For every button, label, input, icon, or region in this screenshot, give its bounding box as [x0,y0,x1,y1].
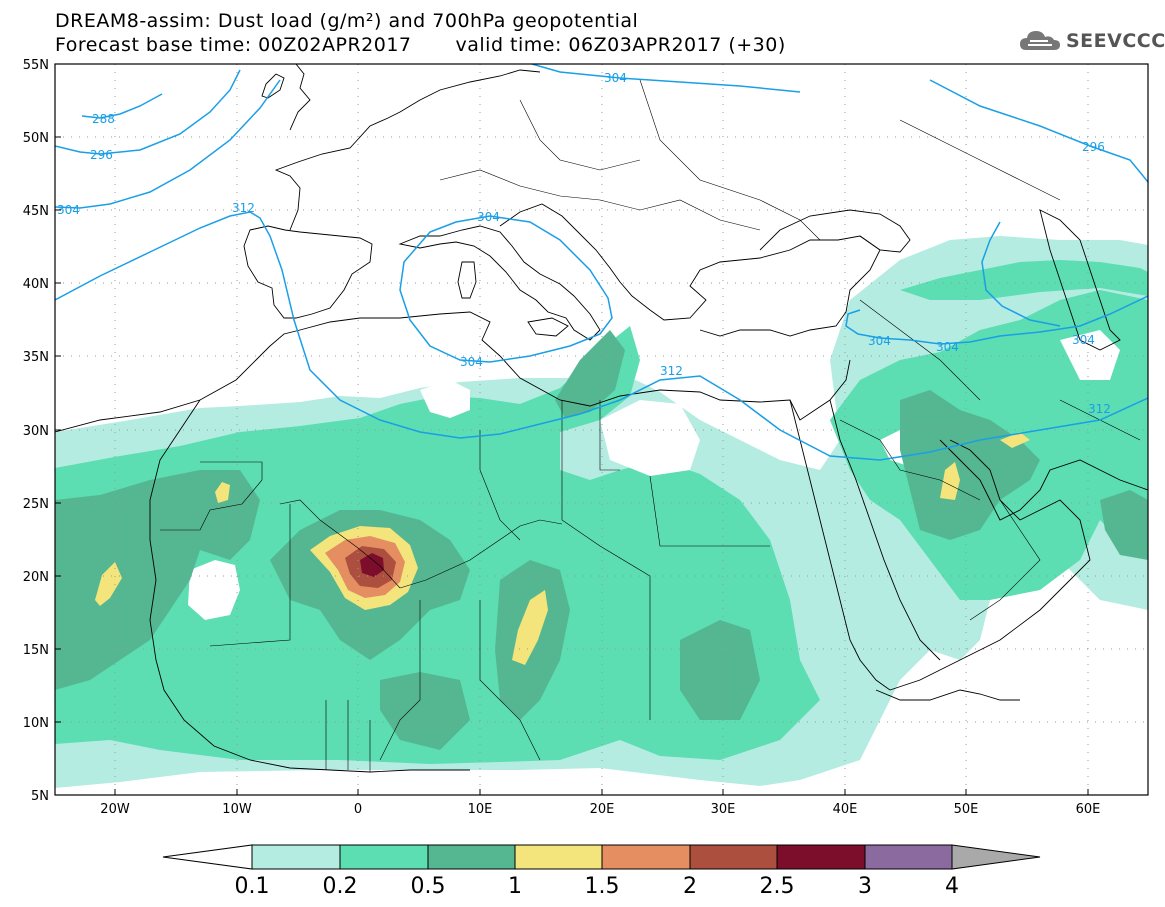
sicily [527,317,569,337]
colorbar-label: 1 [508,874,522,899]
contour-312-west [55,211,1148,461]
cloud-icon [1020,31,1060,50]
y-tick-label: 20N [23,570,49,585]
x-tick-label: 60E [1076,802,1101,817]
x-tick-label: 30E [711,802,736,817]
contour-label: 312 [232,201,255,215]
contour-label: 296 [90,148,113,162]
base-time-label: Forecast base time: 00Z02APR2017 [55,34,412,56]
x-tick-label: 40E [833,802,858,817]
contour-label: 304 [604,71,627,85]
contour-304-med [399,215,613,363]
contour-labels: 288 296 304 312 304 304 312 304 304 304 … [57,71,1111,416]
borders [160,79,1141,772]
iberia-coast [243,225,373,319]
colorbar-label: 0.2 [323,874,358,899]
colorbar-swatch [776,844,866,870]
black-sea [759,209,911,253]
contour-label: 304 [477,210,500,224]
contour-label: 304 [1072,333,1095,347]
gulf-coast [939,439,1148,521]
contour-label: 312 [660,364,683,378]
colorbar-label: 1.5 [585,874,620,899]
contour-label: 304 [868,334,891,348]
caspian [1039,209,1121,351]
dust-gap [188,330,1120,620]
colorbar-label: 0.1 [235,874,270,899]
colorbar-label: 4 [945,874,959,899]
x-tick-labels: 20W 10W 0 10E 20E 30E 40E 50E 60E [100,802,1100,817]
contour-304-north [531,64,801,93]
x-tick-label: 10E [468,802,493,817]
colorbar-swatch [864,844,953,870]
colorbar-label: 2.5 [760,874,795,899]
uk-coast [261,64,311,131]
x-tick-label: 50E [954,802,979,817]
contour-label: 304 [936,340,959,354]
contour-288 [81,93,163,119]
contour-label: 312 [1088,402,1111,416]
contour-304-east [845,295,1148,345]
x-tick-label: 10W [222,802,252,817]
contour-label: 296 [1082,140,1105,154]
contour-304-west [55,79,281,209]
time-info: Forecast base time: 00Z02APR2017 valid ti… [55,34,786,56]
y-tick-label: 30N [23,424,49,439]
red-sea-coast [789,399,941,691]
contour-296-west [55,69,241,155]
italy-coast [398,203,621,341]
contour-label: 304 [57,203,80,217]
y-tick-label: 40N [23,277,49,292]
y-tick-label: 25N [23,497,49,512]
x-tick-label: 0 [354,802,362,817]
contour-label: 304 [460,355,483,369]
colorbar-under-arrow [162,844,253,870]
tick-marks [55,136,1089,795]
colorbar-swatch [251,844,341,870]
colorbar-label: 2 [683,874,697,899]
seevccc-logo: SEEVCCC [1018,24,1165,58]
dust-field-2-5 [360,553,384,577]
colorbar-swatch [339,844,429,870]
colorbar [162,844,1041,870]
y-tick-label: 45N [23,204,49,219]
y-tick-label: 55N [23,58,49,73]
x-tick-label: 20E [590,802,615,817]
contour-label: 288 [92,112,115,126]
y-tick-labels: 55N 50N 45N 40N 35N 30N 25N 20N 15N 10N … [23,58,49,804]
north-africa-coast [55,311,851,433]
france-coast [274,69,541,231]
colorbar-label: 3 [858,874,872,899]
west-africa-coast [149,399,470,773]
y-tick-label: 10N [23,716,49,731]
contour-296-east [929,79,1148,183]
y-tick-label: 35N [23,350,49,365]
x-tick-label: 20W [100,802,130,817]
colorbar-swatch [427,844,516,870]
logo-text: SEEVCCC [1066,30,1165,52]
balkans-coast [619,235,881,337]
colorbar-swatch [689,844,778,870]
arabia-coast [889,439,1091,691]
horn-coast [875,689,1020,701]
colorbar-swatch [514,844,603,870]
map-title: DREAM8-assim: Dust load (g/m²) and 700hP… [55,10,639,32]
sardinia [457,261,477,299]
contour-304-east-upper [981,221,1061,327]
colorbar-labels: 0.1 0.2 0.5 1 1.5 2 2.5 3 4 [235,874,960,899]
geopotential-contours [55,64,1148,461]
valid-time-label: valid time: 06Z03APR2017 (+30) [455,34,786,56]
y-tick-label: 50N [23,131,49,146]
colorbar-swatch [601,844,691,870]
colorbar-label: 0.5 [411,874,446,899]
colorbar-over-arrow [951,844,1041,870]
coastlines [55,64,1148,773]
y-tick-label: 5N [31,789,49,804]
y-tick-label: 15N [23,643,49,658]
